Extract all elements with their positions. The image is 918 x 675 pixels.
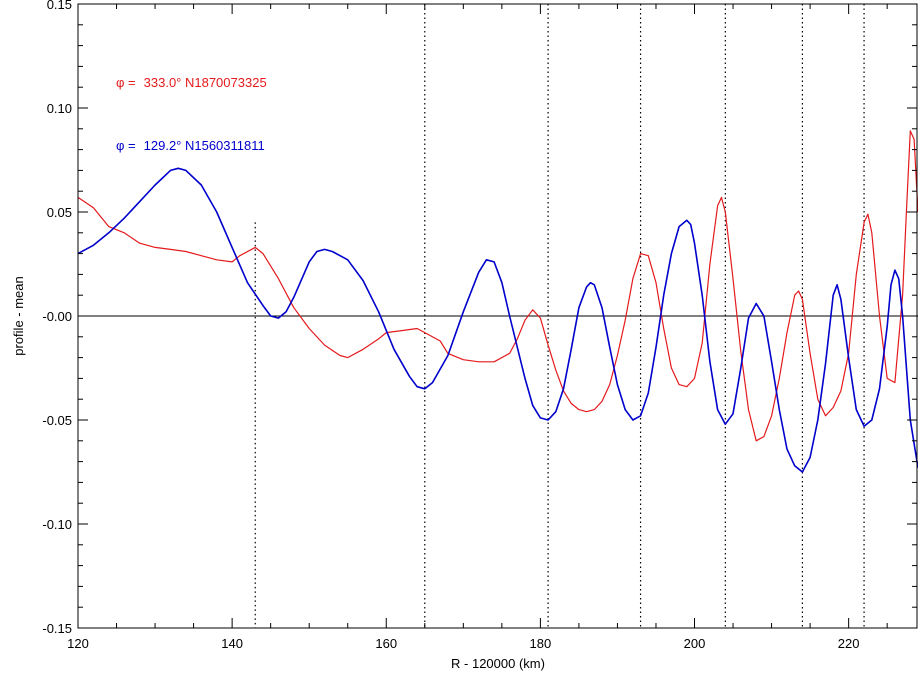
x-tick-label: 160: [375, 636, 397, 651]
y-tick-label: 0.05: [47, 205, 72, 220]
series-line: [77, 130, 918, 442]
x-axis-label: R - 120000 (km): [451, 656, 545, 671]
legend-text: 333.0° N1870073325: [144, 75, 267, 90]
legend-symbol: φ =: [116, 75, 136, 90]
x-tick-label: 180: [530, 636, 552, 651]
legend-symbol: φ =: [116, 138, 136, 153]
x-tick-label: 200: [684, 636, 706, 651]
legend-text: 129.2° N1560311811: [144, 138, 265, 153]
x-tick-label: 220: [838, 636, 860, 651]
legend-entry: φ = 333.0° N1870073325: [116, 75, 267, 90]
y-tick-label: -0.05: [42, 413, 72, 428]
legend-entry: φ = 129.2° N1560311811: [116, 138, 265, 153]
series-line: [77, 167, 918, 473]
y-tick-label: -0.10: [42, 517, 72, 532]
y-tick-label: -0.00: [42, 309, 72, 324]
x-tick-label: 120: [67, 636, 89, 651]
y-axis-label: profile - mean: [11, 276, 26, 355]
y-tick-label: 0.10: [47, 101, 72, 116]
x-tick-label: 140: [221, 636, 243, 651]
y-tick-label: 0.15: [47, 0, 72, 12]
y-tick-label: -0.15: [42, 621, 72, 636]
